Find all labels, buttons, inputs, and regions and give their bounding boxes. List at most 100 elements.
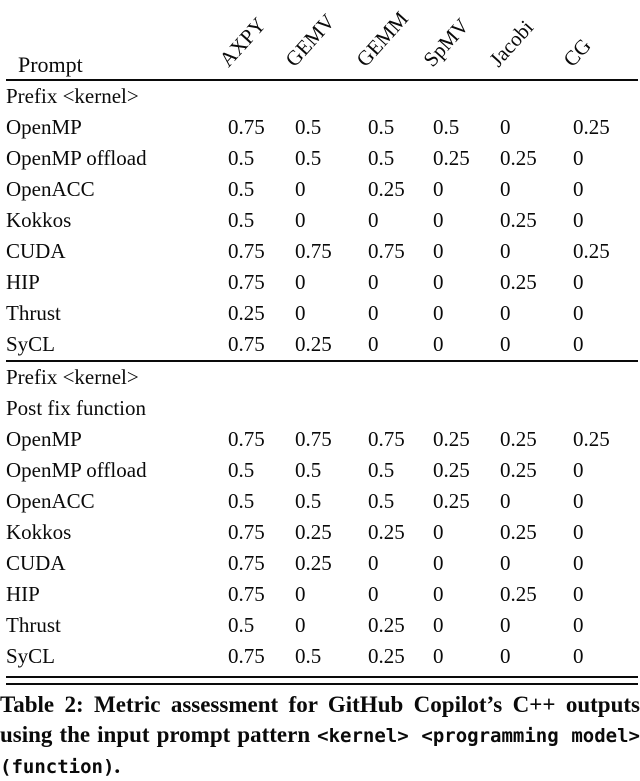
table-row: OpenMP offload 0.5 0.5 0.5 0.25 0.25 0	[6, 143, 638, 174]
metric-value: 0	[500, 489, 511, 513]
row-label: OpenMP offload	[6, 146, 147, 170]
metric-value: 0	[573, 177, 584, 201]
row-label: OpenACC	[6, 489, 95, 513]
metric-table: Prompt AXPY GEMV GEMM SpMV Jacobi CG Prefix <…	[6, 0, 639, 672]
metric-value: 0.25	[368, 520, 405, 544]
metric-value: 0	[295, 177, 306, 201]
metric-value: 0.25	[228, 301, 265, 325]
metric-value: 0.25	[368, 613, 405, 637]
metric-value: 0	[433, 270, 444, 294]
metric-value: 0	[433, 551, 444, 575]
metric-value: 0	[433, 239, 444, 263]
caption-text: Table 2: Metric assessment for GitHub Co…	[0, 692, 640, 747]
metric-value: 0	[368, 582, 379, 606]
metric-value: 0.5	[295, 644, 322, 668]
metric-value: 0	[573, 520, 584, 544]
metric-value: 0.25	[295, 520, 332, 544]
metric-value: 0	[500, 551, 511, 575]
table-row: CUDA 0.75 0.75 0.75 0 0 0.25	[6, 236, 638, 267]
metric-value: 0.25	[500, 270, 537, 294]
row-label: OpenMP offload	[6, 458, 147, 482]
metric-value: 0.25	[433, 458, 470, 482]
table-row: OpenACC 0.5 0 0.25 0 0 0	[6, 174, 638, 205]
section-title: Prefix <kernel>	[6, 360, 639, 393]
metric-value: 0.25	[500, 582, 537, 606]
metric-value: 0	[368, 332, 379, 356]
metric-value: 0	[433, 332, 444, 356]
metric-value: 0.5	[228, 458, 255, 482]
metric-value: 0	[500, 332, 511, 356]
metric-value: 0.5	[295, 458, 322, 482]
metric-value: 0	[368, 551, 379, 575]
section-title-row: Prefix <kernel>	[6, 360, 639, 393]
metric-value: 0	[573, 208, 584, 232]
row-label: SyCL	[6, 332, 56, 356]
row-label: HIP	[6, 582, 40, 606]
metric-value: 0.5	[368, 489, 395, 513]
metric-value: 0	[295, 582, 306, 606]
metric-value: 0	[433, 177, 444, 201]
row-label: Thrust	[6, 301, 61, 325]
table-row: OpenMP 0.75 0.75 0.75 0.25 0.25 0.25	[6, 424, 638, 455]
metric-value: 0	[573, 582, 584, 606]
metric-value: 0.75	[228, 270, 265, 294]
caption-period: .	[114, 753, 121, 778]
metric-value: 0.75	[368, 427, 405, 451]
metric-value: 0	[433, 582, 444, 606]
prompt-column-label: Prompt	[18, 52, 83, 77]
metric-value: 0.5	[368, 458, 395, 482]
metric-value: 0	[573, 301, 584, 325]
table-row: OpenMP offload 0.5 0.5 0.5 0.25 0.25 0	[6, 455, 638, 486]
column-header-spmv: SpMV	[418, 13, 474, 72]
metric-value: 0.25	[500, 427, 537, 451]
metric-value: 0	[500, 644, 511, 668]
metric-value: 0	[500, 613, 511, 637]
table-caption: Table 2: Metric assessment for GitHub Co…	[0, 690, 640, 781]
metric-value: 0	[500, 115, 511, 139]
metric-value: 0	[433, 208, 444, 232]
metric-value: 0.25	[500, 458, 537, 482]
metric-value: 0.25	[500, 520, 537, 544]
metric-value: 0.25	[573, 239, 610, 263]
row-label: Kokkos	[6, 208, 72, 232]
metric-value: 0.5	[228, 613, 255, 637]
metric-value: 0.5	[295, 146, 322, 170]
caption-code-token: (function)	[0, 756, 115, 778]
metric-value: 0	[500, 301, 511, 325]
metric-value: 0.5	[295, 489, 322, 513]
metric-value: 0	[573, 270, 584, 294]
column-header-jacobi: Jacobi	[484, 15, 539, 72]
column-header-cg: CG	[558, 33, 596, 72]
metric-value: 0.25	[295, 332, 332, 356]
metric-value: 0.75	[228, 332, 265, 356]
metric-value: 0.25	[433, 489, 470, 513]
metric-value: 0	[368, 208, 379, 232]
row-label: Thrust	[6, 613, 61, 637]
table-row: Kokkos 0.5 0 0 0 0.25 0	[6, 205, 638, 236]
metric-value: 0	[433, 613, 444, 637]
section-title: Post fix function	[6, 396, 146, 420]
metric-value: 0	[500, 177, 511, 201]
metric-value: 0	[500, 239, 511, 263]
metric-value: 0.25	[573, 427, 610, 451]
metric-value: 0.75	[368, 239, 405, 263]
table-row: SyCL 0.75 0.25 0 0 0 0	[6, 329, 638, 361]
metric-value: 0	[368, 301, 379, 325]
metric-value: 0.75	[228, 644, 265, 668]
metric-value: 0.5	[228, 208, 255, 232]
metric-value: 0	[295, 208, 306, 232]
metric-value: 0	[573, 551, 584, 575]
metric-value: 0.25	[295, 551, 332, 575]
table-bottom-double-rule	[6, 676, 638, 685]
metric-value: 0.75	[295, 239, 332, 263]
section-title: Prefix <kernel>	[6, 84, 139, 108]
metric-value: 0.75	[228, 520, 265, 544]
table-row: Thrust 0.25 0 0 0 0 0	[6, 298, 638, 329]
row-label: Kokkos	[6, 520, 72, 544]
table-row: Kokkos 0.75 0.25 0.25 0 0.25 0	[6, 517, 638, 548]
column-header-axpy: AXPY	[214, 12, 271, 72]
metric-value: 0.25	[573, 115, 610, 139]
metric-table-body: Prefix <kernel> OpenMP 0.75 0.5 0.5 0.5 0 0.25 O…	[6, 81, 639, 672]
metric-value: 0.25	[500, 146, 537, 170]
